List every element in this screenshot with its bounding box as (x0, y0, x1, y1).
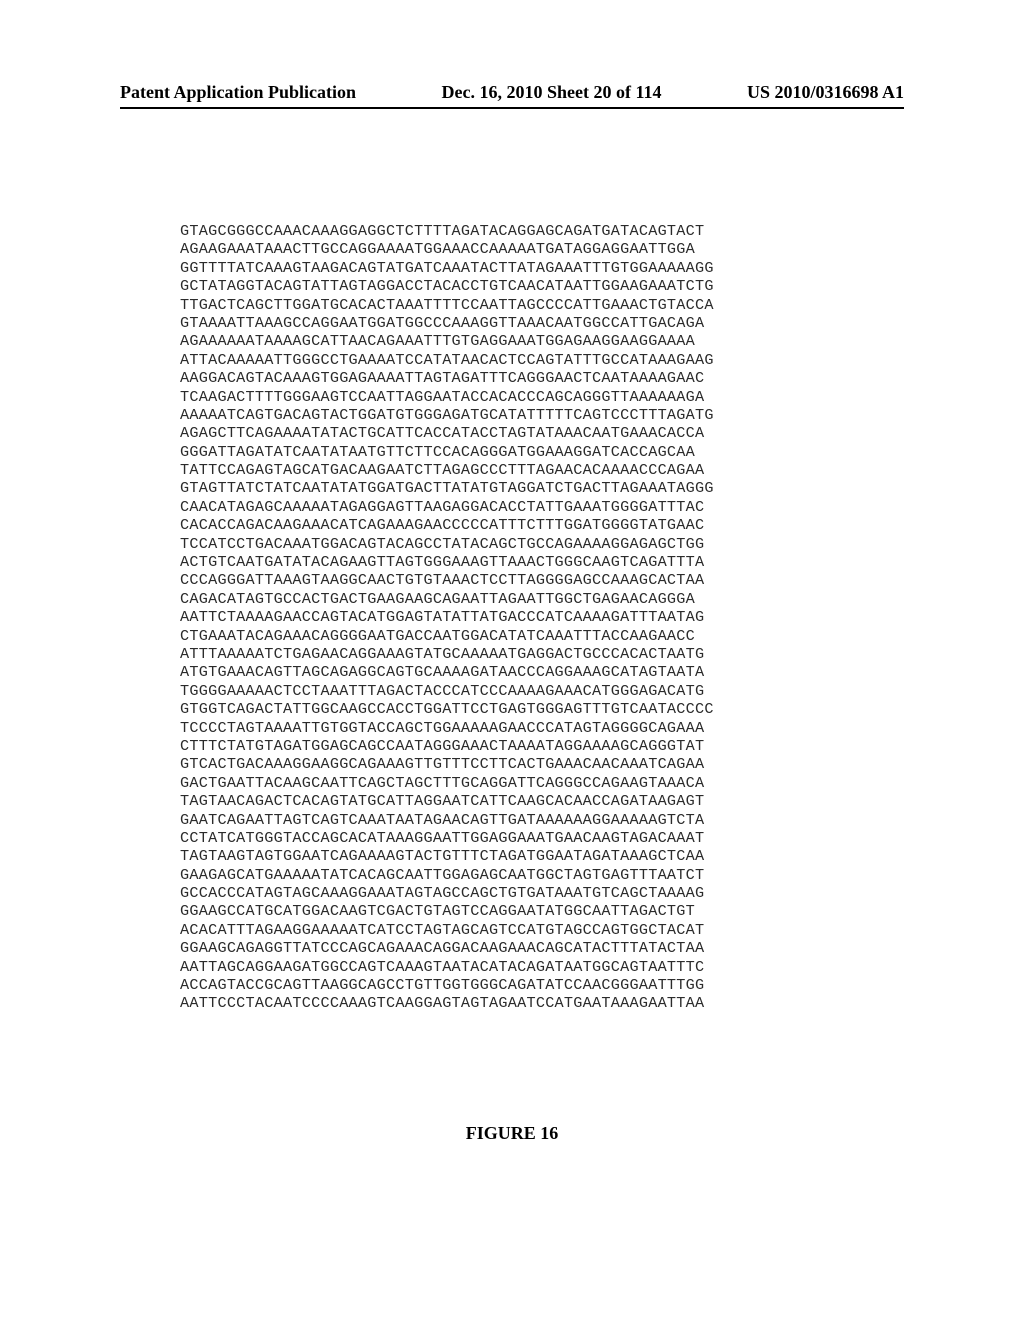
date-sheet-info: Dec. 16, 2010 Sheet 20 of 114 (442, 82, 662, 103)
publication-number: US 2010/0316698 A1 (747, 82, 904, 103)
header: Patent Application Publication Dec. 16, … (0, 82, 1024, 115)
publication-type: Patent Application Publication (120, 82, 356, 103)
header-rule (120, 107, 904, 109)
dna-sequence-block: GTAGCGGGCCAAACAAAGGAGGCTCTTTTAGATACAGGAG… (180, 222, 894, 1013)
page: Patent Application Publication Dec. 16, … (0, 0, 1024, 1320)
header-row: Patent Application Publication Dec. 16, … (120, 82, 904, 103)
figure-label: FIGURE 16 (0, 1123, 1024, 1144)
